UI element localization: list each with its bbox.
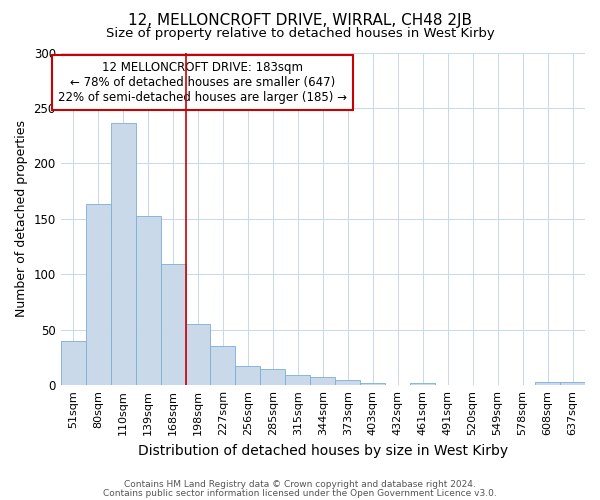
Y-axis label: Number of detached properties: Number of detached properties xyxy=(15,120,28,318)
Bar xyxy=(360,383,385,385)
Bar xyxy=(560,382,585,385)
X-axis label: Distribution of detached houses by size in West Kirby: Distribution of detached houses by size … xyxy=(138,444,508,458)
Bar xyxy=(86,204,110,385)
Text: Size of property relative to detached houses in West Kirby: Size of property relative to detached ho… xyxy=(106,28,494,40)
Bar xyxy=(260,368,286,385)
Bar xyxy=(410,383,435,385)
Bar xyxy=(185,324,211,385)
Text: Contains HM Land Registry data © Crown copyright and database right 2024.: Contains HM Land Registry data © Crown c… xyxy=(124,480,476,489)
Bar xyxy=(161,264,185,385)
Text: Contains public sector information licensed under the Open Government Licence v3: Contains public sector information licen… xyxy=(103,488,497,498)
Bar xyxy=(110,124,136,385)
Bar xyxy=(136,216,161,385)
Text: 12 MELLONCROFT DRIVE: 183sqm
← 78% of detached houses are smaller (647)
22% of s: 12 MELLONCROFT DRIVE: 183sqm ← 78% of de… xyxy=(58,61,347,104)
Bar xyxy=(335,380,360,385)
Bar xyxy=(310,378,335,385)
Bar xyxy=(61,341,86,385)
Text: 12, MELLONCROFT DRIVE, WIRRAL, CH48 2JB: 12, MELLONCROFT DRIVE, WIRRAL, CH48 2JB xyxy=(128,12,472,28)
Bar xyxy=(211,346,235,385)
Bar xyxy=(235,366,260,385)
Bar xyxy=(535,382,560,385)
Bar xyxy=(286,375,310,385)
